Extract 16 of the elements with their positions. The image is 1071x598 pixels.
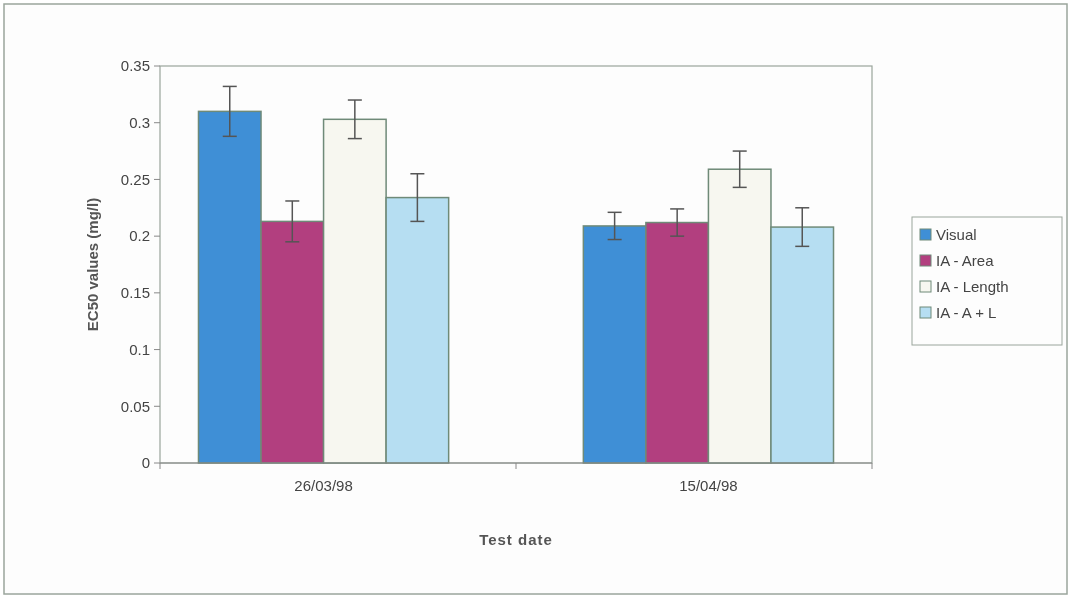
- y-tick-label: 0.15: [120, 284, 150, 302]
- y-tick-label: 0: [141, 454, 150, 472]
- x-axis-title: Test date: [479, 531, 553, 548]
- x-tick-label: 15/04/98: [679, 477, 738, 494]
- y-tick-label: 0.3: [129, 113, 150, 131]
- y-axis-title: EC50 values (mg/l): [84, 197, 101, 332]
- y-tick-label: 0.05: [120, 397, 150, 415]
- legend-label: IA - A + L: [936, 304, 997, 322]
- y-tick-label: 0.2: [129, 227, 150, 245]
- x-tick-label: 26/03/98: [294, 477, 353, 494]
- legend-label: IA - Length: [936, 278, 1009, 296]
- y-tick-label: 0.1: [129, 340, 150, 358]
- legend-label: IA - Area: [936, 252, 995, 270]
- y-tick-label: 0.25: [120, 170, 150, 188]
- legend-label: Visual: [936, 226, 977, 244]
- y-tick-label: 0.35: [120, 57, 150, 75]
